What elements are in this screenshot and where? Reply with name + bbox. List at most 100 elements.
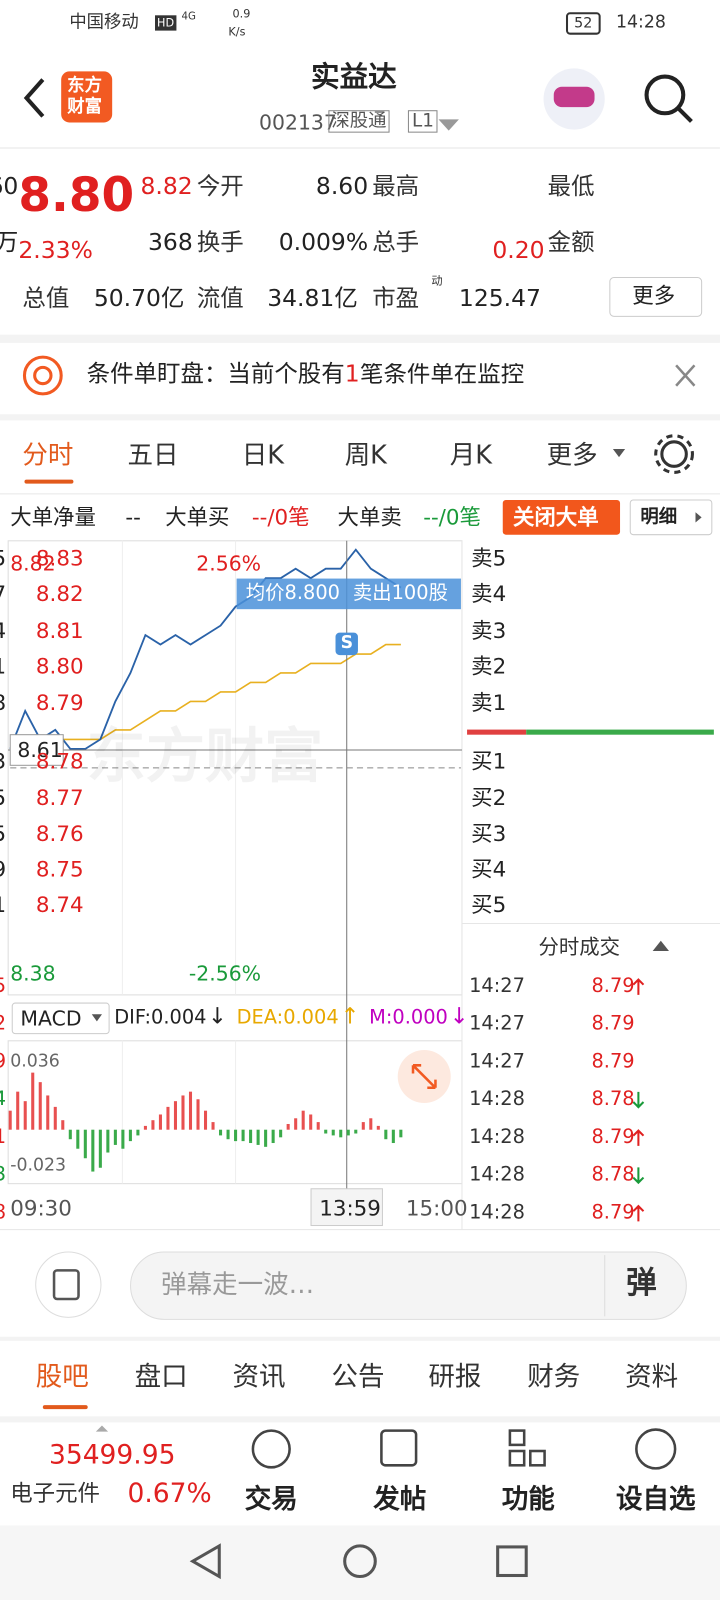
action-label[interactable]: 功能 bbox=[501, 1484, 555, 1516]
bottom-tab[interactable]: 盘口 bbox=[134, 1362, 188, 1393]
post-icon[interactable] bbox=[380, 1429, 418, 1467]
macd-bar bbox=[294, 1118, 298, 1130]
field-label: 总值 bbox=[22, 285, 70, 313]
divider bbox=[0, 1336, 720, 1341]
avg-line bbox=[10, 643, 401, 750]
book-label: 卖4 bbox=[471, 581, 507, 607]
bottom-tab[interactable]: 公告 bbox=[331, 1362, 385, 1393]
book-volume: 465 bbox=[0, 823, 6, 844]
macd-bar bbox=[113, 1129, 117, 1145]
action-label[interactable]: 交易 bbox=[244, 1484, 298, 1516]
x-label: 09:30 bbox=[10, 1195, 72, 1221]
book-volume: 483 bbox=[0, 751, 6, 772]
bottom-tab[interactable]: 股吧 bbox=[35, 1362, 89, 1393]
macd-bar bbox=[234, 1129, 238, 1142]
bottom-tab[interactable]: 资料 bbox=[625, 1362, 679, 1393]
field-label: 今开 bbox=[196, 173, 244, 200]
tab[interactable]: 分时 bbox=[22, 439, 74, 470]
trade-time: 14:28 bbox=[469, 1087, 525, 1111]
macd-bar bbox=[166, 1106, 170, 1130]
battery bbox=[565, 12, 601, 35]
func-icon[interactable] bbox=[508, 1429, 526, 1447]
tab[interactable]: 周K bbox=[344, 439, 387, 470]
trade-arrow bbox=[632, 1091, 645, 1109]
trade-time: 14:27 bbox=[469, 974, 525, 997]
tooltip-trade: 卖出100股 bbox=[352, 581, 448, 605]
tab[interactable]: 日K bbox=[241, 439, 284, 470]
tab[interactable]: 月K bbox=[449, 439, 492, 470]
watch-icon[interactable] bbox=[635, 1428, 677, 1470]
action-label[interactable]: 发帖 bbox=[373, 1484, 427, 1516]
macd-select[interactable] bbox=[11, 1002, 110, 1035]
nav-home[interactable] bbox=[343, 1544, 377, 1579]
bottom-tab[interactable]: 财务 bbox=[527, 1362, 581, 1393]
detail-button[interactable] bbox=[629, 499, 713, 536]
menu-button[interactable] bbox=[35, 1251, 102, 1318]
expand-icon bbox=[411, 1064, 437, 1090]
cursor-price: 8.61 bbox=[17, 737, 63, 763]
banner-text: 条件单盯盘：当前个股有 bbox=[86, 361, 345, 388]
close-icon[interactable] bbox=[675, 364, 696, 387]
book-volume: 89 bbox=[0, 859, 6, 880]
comment-input[interactable] bbox=[130, 1251, 687, 1320]
book-label: 卖5 bbox=[471, 545, 507, 571]
back-icon[interactable] bbox=[23, 78, 45, 118]
button-label[interactable]: 关闭大单 bbox=[512, 505, 599, 530]
book-label: 卖1 bbox=[471, 690, 507, 716]
button-label[interactable]: 明细 bbox=[640, 506, 678, 528]
book-volume: 315 bbox=[0, 787, 6, 809]
comment-placeholder[interactable]: 弹幕走一波… bbox=[161, 1269, 315, 1299]
label: 大单卖 bbox=[337, 505, 402, 530]
more-button[interactable] bbox=[609, 277, 703, 317]
macd-bar bbox=[241, 1129, 245, 1142]
macd-bar bbox=[181, 1095, 185, 1130]
book-price: 8.81 bbox=[35, 618, 84, 643]
macd-tick-label: -0.023 bbox=[10, 1155, 67, 1176]
book-label: 卖2 bbox=[471, 654, 507, 679]
stock-code: 002137 bbox=[259, 110, 337, 135]
macd-bar bbox=[196, 1099, 200, 1130]
sort-icon[interactable] bbox=[652, 940, 669, 952]
bottom-tab[interactable]: 研报 bbox=[428, 1362, 482, 1393]
time-cursor bbox=[310, 1188, 383, 1227]
close-big-order[interactable] bbox=[502, 499, 621, 535]
book-price: 8.77 bbox=[35, 785, 84, 811]
action-label[interactable]: 设自选 bbox=[615, 1484, 696, 1516]
tab[interactable]: 更多 bbox=[546, 439, 598, 470]
trade-icon[interactable] bbox=[251, 1429, 291, 1469]
more-label[interactable]: 更多 bbox=[632, 283, 676, 309]
nav-back[interactable] bbox=[189, 1543, 221, 1580]
logo bbox=[61, 71, 113, 123]
hd-badge: HD bbox=[155, 15, 177, 31]
danmaku-button[interactable]: 弹 bbox=[626, 1265, 657, 1302]
macd-bar bbox=[143, 1125, 147, 1130]
signal-marker bbox=[335, 632, 358, 656]
search-icon[interactable] bbox=[644, 74, 686, 116]
avatar-face bbox=[553, 86, 595, 108]
battery-level: 52 bbox=[574, 15, 593, 32]
banner-text: 笔条件单在监控 bbox=[359, 363, 525, 387]
market-tag: 深股通 bbox=[328, 110, 390, 133]
macd-bar bbox=[286, 1123, 290, 1130]
settings-icon[interactable] bbox=[660, 440, 688, 468]
macd-arrow: ↓ bbox=[208, 1004, 227, 1030]
book-price: 8.83 bbox=[35, 545, 84, 571]
book-price: 8.82 bbox=[35, 581, 84, 607]
macd-label[interactable]: MACD bbox=[20, 1006, 82, 1031]
macd-bar bbox=[399, 1129, 403, 1138]
pe-tag: 动 bbox=[431, 274, 443, 288]
sector-name: 电子元件 bbox=[10, 1481, 100, 1508]
nav-recent[interactable] bbox=[496, 1545, 528, 1578]
macd-bar bbox=[271, 1129, 275, 1144]
trade-volume: 2 bbox=[0, 1014, 6, 1033]
bottom-tab[interactable]: 资讯 bbox=[232, 1362, 286, 1393]
clock: 14:28 bbox=[615, 12, 666, 33]
book-price: 8.80 bbox=[35, 654, 84, 679]
pct-tick-label: 2.56% bbox=[196, 551, 262, 576]
book-label: 卖3 bbox=[471, 618, 507, 643]
trade-arrow bbox=[632, 1204, 645, 1222]
tab-dropdown bbox=[612, 448, 626, 458]
tab[interactable]: 五日 bbox=[127, 439, 179, 470]
macd-bar bbox=[279, 1129, 283, 1138]
